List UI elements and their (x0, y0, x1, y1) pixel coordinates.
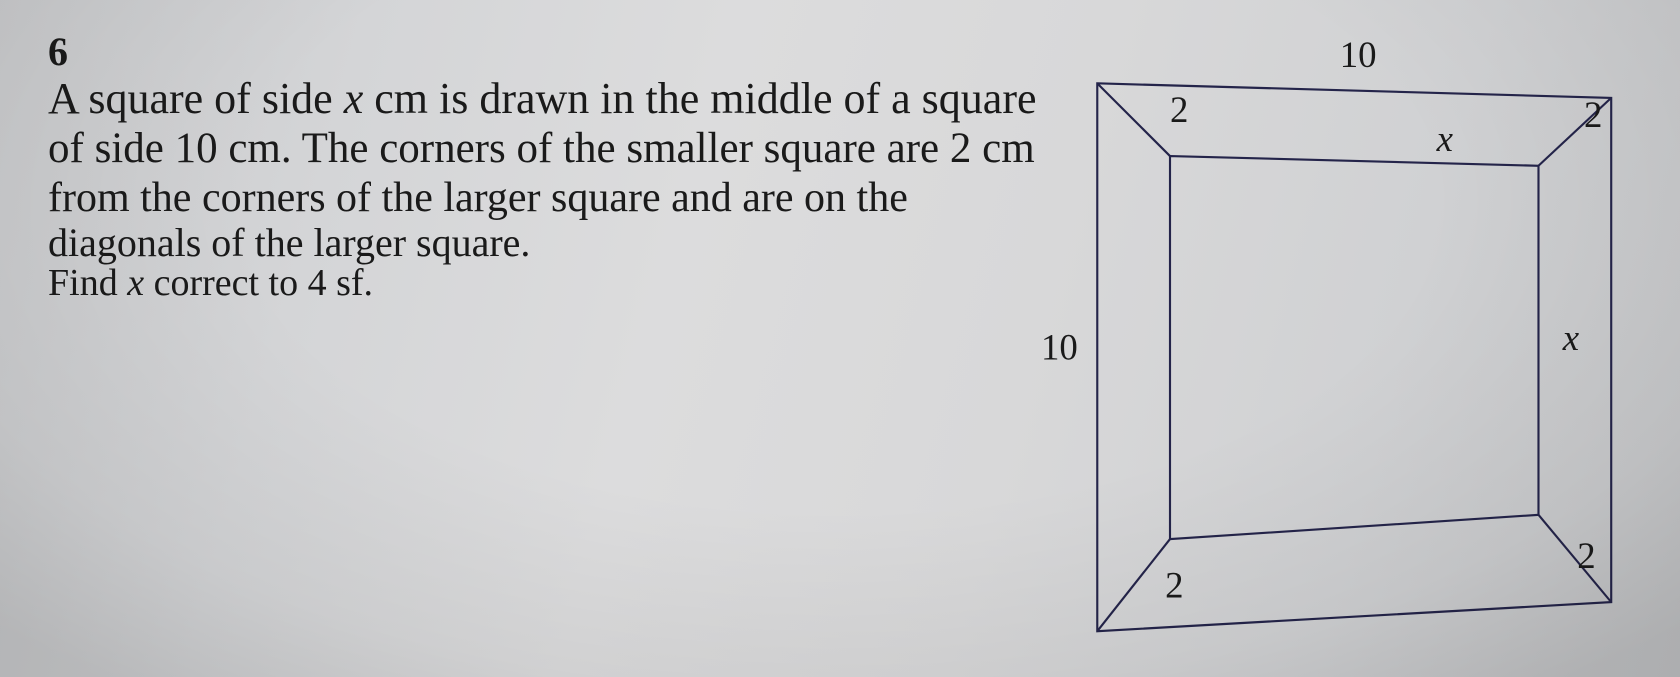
label-top-10: 10 (1340, 34, 1377, 75)
label-left-10: 10 (1041, 327, 1078, 368)
question-line-1: A square of side x cm is drawn in the mi… (48, 75, 948, 123)
inner-square (1170, 156, 1538, 539)
label-tl-2: 2 (1170, 89, 1188, 130)
corner-segment-bl (1097, 539, 1170, 631)
question-line-4: diagonals of the larger square. (48, 221, 948, 265)
label-x-top: x (1436, 118, 1454, 159)
variable-x: x (127, 262, 144, 304)
label-bl-2: 2 (1165, 564, 1183, 605)
question-body: A square of side x cm is drawn in the mi… (48, 75, 948, 305)
diagram: 10 10 2 2 2 2 x x (990, 30, 1670, 670)
label-x-right: x (1562, 317, 1580, 358)
label-tr-2: 2 (1584, 94, 1602, 135)
diagram-svg: 10 10 2 2 2 2 x x (990, 30, 1670, 670)
text-fragment: A square of side (48, 74, 344, 123)
question-line-5: Find x correct to 4 sf. (48, 263, 948, 305)
text-fragment: correct to 4 sf. (144, 262, 373, 304)
corner-segment-br (1538, 515, 1611, 602)
question-line-3: from the corners of the larger square an… (48, 175, 948, 221)
question-text-block: 6 A square of side x cm is drawn in the … (0, 0, 990, 677)
variable-x: x (344, 74, 364, 123)
text-fragment: cm is drawn in the middle of a square (363, 74, 1036, 123)
question-line-2: of side 10 cm. The corners of the smalle… (48, 125, 948, 172)
text-fragment: Find (48, 262, 127, 304)
question-page: 6 A square of side x cm is drawn in the … (0, 0, 1680, 677)
corner-segment-tl (1097, 83, 1170, 156)
question-number: 6 (48, 28, 90, 75)
label-br-2: 2 (1577, 535, 1595, 576)
